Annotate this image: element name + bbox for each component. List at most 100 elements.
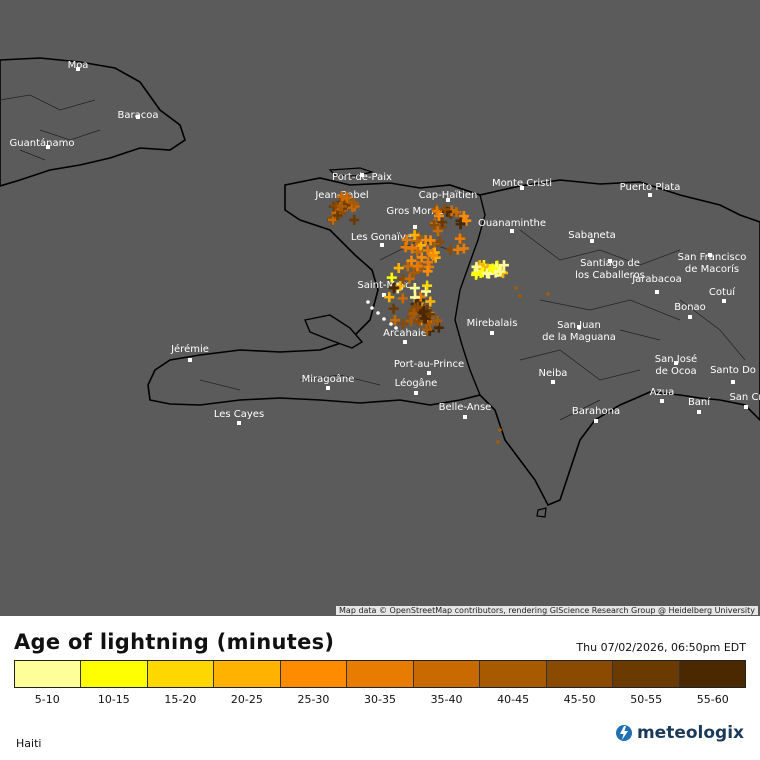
lightning-strike-marker — [389, 282, 400, 293]
city-marker — [648, 193, 652, 197]
legend-label: 50-55 — [630, 693, 663, 706]
lightning-strike-marker — [424, 309, 435, 320]
city-label: de la Maguana — [542, 332, 616, 343]
city-label: Cotuí — [709, 286, 736, 298]
city-label: Cap-Haïtien — [419, 190, 478, 201]
city-marker — [382, 293, 386, 297]
lightning-strike-marker — [407, 243, 418, 254]
lightning-strike-marker — [349, 214, 360, 225]
lightning-dot-marker — [514, 286, 518, 290]
city-marker — [744, 405, 748, 409]
legend-swatch-45-50 — [546, 661, 614, 687]
cuba-internal-borders — [0, 94, 101, 161]
haiti-dr-border — [454, 194, 486, 396]
city-marker — [380, 243, 384, 247]
ile-de-la-gonave — [304, 314, 364, 349]
lightning-strike-marker — [395, 281, 406, 292]
city-label: Sabaneta — [568, 230, 616, 241]
city-label: Les Cayes — [214, 409, 264, 420]
city-label: Les Gonaïves — [351, 232, 417, 243]
lightning-strike-marker — [348, 198, 359, 209]
brand-logo[interactable]: meteologix — [615, 723, 744, 743]
meteologix-logo-icon — [615, 725, 632, 741]
legend-label: 15-20 — [164, 693, 197, 706]
map-canvas: MoaBaracoaGuantánamoPort-de-PaixJean-Rab… — [0, 57, 760, 518]
lightning-strike-marker — [471, 261, 482, 272]
lightning-strike-marker — [423, 257, 434, 268]
lightning-strike-marker — [402, 261, 413, 272]
legend-label: 25-30 — [297, 693, 330, 706]
city-marker — [594, 419, 598, 423]
lightning-strike-marker — [413, 316, 424, 327]
lightning-strike-marker — [429, 220, 440, 231]
city-marker — [76, 67, 80, 71]
city-label: Ouanaminthe — [478, 218, 546, 229]
city-label: San José — [655, 353, 697, 365]
hispaniola-landmass — [147, 177, 760, 507]
lightning-strike-marker — [388, 303, 399, 314]
city-label: Jarabacoa — [631, 274, 682, 285]
city-marker — [722, 299, 726, 303]
legend-swatch-15-20 — [147, 661, 215, 687]
city-label: Monte Cristi — [492, 178, 552, 189]
lightning-strike-marker — [495, 266, 506, 277]
city-label: San Cr — [729, 392, 760, 403]
city-marker — [660, 399, 664, 403]
city-labels: MoaBaracoaGuantánamoPort-de-PaixJean-Rab… — [10, 60, 760, 425]
color-scale-labels: 5-10 10-15 15-20 20-25 25-30 30-35 35-40 40-45 4… — [14, 693, 746, 706]
timestamp: Thu 07/02/2026, 06:50pm EDT — [576, 641, 746, 654]
city-label: de Macorís — [685, 263, 739, 275]
legend-label: 35-40 — [430, 693, 463, 706]
city-marker — [688, 315, 692, 319]
city-label: los Caballeros — [575, 270, 645, 281]
lightning-strike-marker — [416, 252, 427, 263]
city-marker — [708, 253, 712, 257]
lightning-strike-marker — [397, 293, 408, 304]
lightning-strike-marker — [482, 268, 493, 279]
city-label: Santiago de — [580, 258, 640, 269]
lightning-strike-marker — [428, 250, 439, 261]
legend-swatch-20-25 — [214, 661, 281, 687]
legend-title: Age of lightning (minutes) — [14, 630, 335, 654]
legend-panel: Age of lightning (minutes) Thu 07/02/202… — [0, 616, 760, 760]
city-label: San Francisco — [678, 252, 747, 263]
lightning-strike-marker — [419, 306, 430, 317]
legend-label: 55-60 — [696, 693, 729, 706]
lightning-strike-marker — [409, 283, 420, 294]
legend-swatch-35-40 — [413, 661, 481, 687]
legend-label: 45-50 — [563, 693, 596, 706]
city-label: Mirebalais — [467, 318, 518, 329]
lightning-strike-marker — [336, 201, 347, 212]
city-marker — [414, 391, 418, 395]
lightning-map[interactable]: MoaBaracoaGuantánamoPort-de-PaixJean-Rab… — [0, 0, 760, 616]
lightning-strike-marker — [393, 263, 404, 274]
city-label: Azua — [650, 387, 675, 398]
lightning-dot-marker — [546, 292, 550, 296]
legend-swatch-30-35 — [347, 661, 414, 687]
city-marker — [510, 229, 514, 233]
lightning-strike-marker — [432, 225, 443, 236]
city-label: Belle-Anse — [439, 402, 492, 413]
lightning-strike-marker — [332, 210, 343, 221]
city-marker — [731, 380, 735, 384]
legend-swatch-55-60 — [679, 661, 745, 687]
lightning-strike-marker — [422, 266, 433, 277]
lightning-strike-marker — [439, 204, 450, 215]
city-marker — [360, 173, 364, 177]
city-label: Moa — [68, 60, 89, 71]
lightning-dot-marker — [498, 428, 502, 432]
legend-label: 30-35 — [364, 693, 396, 706]
lightning-strike-marker — [454, 233, 465, 244]
city-label: Jérémie — [170, 343, 209, 355]
lightning-strike-marker — [398, 318, 409, 329]
lightning-strike-marker — [412, 246, 423, 257]
lightning-strike-marker — [431, 206, 442, 217]
brand-name: meteologix — [636, 723, 744, 743]
map-attribution: Map data © OpenStreetMap contributors, r… — [336, 606, 758, 615]
lightning-dot-marker — [394, 326, 398, 330]
city-marker — [446, 198, 450, 202]
lightning-dot-marker — [366, 300, 370, 304]
city-marker — [590, 239, 594, 243]
city-label: de Ocoa — [655, 366, 696, 377]
city-marker — [403, 340, 407, 344]
